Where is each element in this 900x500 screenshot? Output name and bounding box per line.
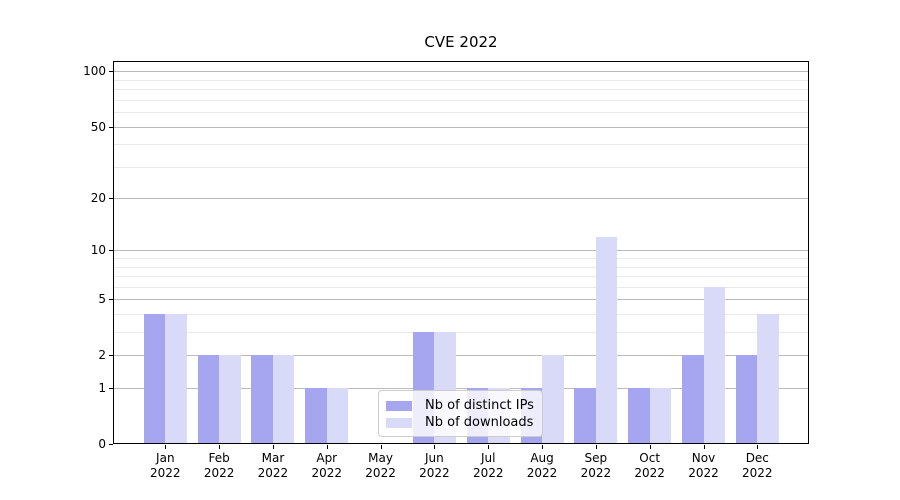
plot-area (113, 61, 809, 444)
chart-title: CVE 2022 (424, 33, 498, 51)
y-tick-label: 2 (98, 348, 106, 363)
x-tick-mark (488, 445, 490, 449)
x-tick-mark (757, 445, 759, 449)
y-tick-label: 100 (83, 64, 106, 79)
gridline-major (113, 388, 809, 390)
y-tick-label: 1 (98, 381, 106, 396)
gridline-minor (113, 258, 809, 260)
gridline-minor (113, 144, 809, 146)
gridline-major (113, 355, 809, 357)
gridline-major (113, 250, 809, 252)
x-tick-mark (272, 445, 274, 449)
bar-downloads (272, 355, 295, 444)
bar-downloads (219, 355, 241, 444)
gridline-minor (113, 89, 809, 91)
gridline-minor (113, 79, 809, 81)
x-tick-mark (542, 445, 544, 449)
x-tick-label: Aug 2022 (526, 451, 558, 480)
bar-downloads (326, 388, 349, 444)
y-tick-label: 0 (98, 437, 106, 451)
bar-distinct-ips (574, 388, 596, 444)
gridline-minor (113, 166, 809, 168)
gridline-minor (113, 276, 809, 278)
x-tick-label: Mar 2022 (257, 451, 289, 480)
y-tick-mark (109, 198, 113, 200)
y-tick-mark (109, 444, 113, 445)
gridline-minor (113, 266, 809, 268)
bar-downloads (165, 314, 187, 444)
gridline-minor (113, 286, 809, 288)
gridline-major (113, 198, 809, 200)
bar-distinct-ips (305, 388, 327, 444)
y-tick-label: 20 (90, 191, 106, 206)
x-tick-mark (649, 445, 651, 449)
x-tick-mark (326, 445, 328, 449)
y-tick-mark (109, 126, 113, 128)
legend-label-distinct-ips: Nb of distinct IPs (425, 398, 534, 413)
legend-label-downloads: Nb of downloads (425, 415, 534, 430)
legend: Nb of distinct IPs Nb of downloads (378, 390, 543, 437)
x-tick-label: Oct 2022 (634, 451, 665, 480)
legend-swatch-distinct-ips-icon (386, 400, 412, 411)
gridline-minor (113, 314, 809, 316)
x-tick-mark (434, 445, 436, 449)
y-tick-mark (109, 250, 113, 252)
y-tick-mark (109, 355, 113, 357)
y-tick-label: 50 (90, 119, 106, 134)
y-tick-label: 5 (98, 292, 106, 307)
gridline-minor (113, 99, 809, 101)
gridline-major (113, 71, 809, 73)
x-tick-label: Jul 2022 (472, 451, 504, 480)
x-tick-label: Sep 2022 (580, 451, 612, 480)
legend-item-distinct-ips: Nb of distinct IPs (386, 397, 534, 414)
gridline-major (113, 126, 809, 128)
legend-item-downloads: Nb of downloads (386, 414, 534, 431)
bar-downloads (542, 355, 564, 444)
x-tick-label: Apr 2022 (311, 451, 343, 480)
x-tick-label: Jun 2022 (419, 451, 450, 480)
bar-downloads (649, 388, 672, 444)
gridline-minor (113, 112, 809, 114)
bar-downloads (757, 314, 779, 444)
x-tick-label: Dec 2022 (742, 451, 773, 480)
bar-distinct-ips (735, 355, 758, 444)
y-tick-mark (109, 71, 113, 73)
bar-distinct-ips (197, 355, 220, 444)
x-tick-label: Jan 2022 (150, 451, 181, 480)
y-tick-mark (109, 299, 113, 301)
bar-distinct-ips (682, 355, 704, 444)
bar-distinct-ips (143, 314, 166, 444)
legend-swatch-downloads-icon (386, 417, 412, 428)
gridline-minor (113, 332, 809, 334)
bar-downloads (595, 236, 618, 444)
x-tick-mark (165, 445, 167, 449)
gridline-major (113, 299, 809, 301)
y-tick-label: 10 (90, 243, 106, 258)
bar-distinct-ips (628, 388, 650, 444)
x-tick-mark (380, 445, 382, 449)
x-tick-label: Feb 2022 (203, 451, 235, 480)
y-tick-mark (109, 388, 113, 390)
x-tick-label: May 2022 (365, 451, 396, 480)
x-tick-mark (703, 445, 705, 449)
x-tick-label: Nov 2022 (688, 451, 719, 480)
bar-distinct-ips (251, 355, 273, 444)
x-tick-mark (595, 445, 597, 449)
bar-downloads (703, 286, 725, 444)
x-tick-mark (219, 445, 221, 449)
